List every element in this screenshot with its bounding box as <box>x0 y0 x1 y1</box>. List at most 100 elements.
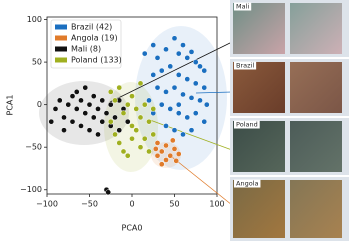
point <box>137 80 144 87</box>
point <box>69 93 76 99</box>
thumbnail-label-bg <box>234 2 252 11</box>
point <box>154 152 161 159</box>
point <box>197 63 203 70</box>
point <box>65 101 72 108</box>
x-axis-label: PCA0 <box>122 224 143 233</box>
point <box>82 110 89 117</box>
legend-swatch <box>55 24 67 30</box>
thumbnail-panel <box>230 0 349 241</box>
point <box>180 42 186 48</box>
point <box>201 84 208 91</box>
point <box>150 131 157 138</box>
point <box>141 101 148 108</box>
point <box>141 50 148 57</box>
point <box>103 110 110 117</box>
x-tick-label: 50 <box>169 200 179 209</box>
point <box>201 118 208 125</box>
point <box>86 127 93 134</box>
x-tick-label: −100 <box>36 200 58 209</box>
point <box>90 93 97 99</box>
point <box>184 54 191 61</box>
thumbnail-label: Poland <box>236 121 258 129</box>
point <box>158 67 165 74</box>
point <box>133 127 140 134</box>
point <box>146 118 152 125</box>
y-tick-label: 100 <box>27 15 42 24</box>
point <box>61 114 67 121</box>
point <box>73 106 80 112</box>
legend-label: Mali (8) <box>71 45 101 54</box>
point <box>124 152 131 159</box>
point <box>146 148 152 155</box>
point <box>171 84 178 91</box>
thumbnail-label-bg <box>234 179 261 188</box>
point <box>167 152 174 159</box>
point <box>78 97 84 104</box>
point <box>141 135 148 142</box>
point <box>192 59 199 65</box>
point <box>158 161 165 168</box>
point <box>90 114 97 121</box>
x-tick-label: 0 <box>129 200 134 209</box>
point <box>78 123 84 129</box>
point <box>116 127 123 134</box>
point <box>158 101 165 108</box>
point <box>163 142 169 149</box>
point <box>137 144 144 151</box>
y-tick-label: 0 <box>37 100 42 109</box>
point <box>203 101 210 108</box>
point <box>133 106 140 112</box>
point <box>154 140 161 146</box>
legend-label: Brazil (42) <box>71 23 112 32</box>
point <box>175 50 182 57</box>
point <box>163 46 169 53</box>
point <box>158 148 165 155</box>
point <box>192 80 199 87</box>
point <box>175 151 182 157</box>
y-tick-label: −100 <box>20 185 42 194</box>
point <box>188 127 195 134</box>
point <box>112 131 118 138</box>
point <box>120 110 127 117</box>
point <box>167 63 174 70</box>
legend-label: Poland (133) <box>71 56 122 65</box>
point <box>188 94 195 101</box>
point <box>82 84 89 91</box>
point <box>95 106 101 112</box>
point <box>171 127 178 134</box>
point <box>112 114 118 121</box>
point <box>150 106 157 112</box>
thumbnail-label: Brazil <box>236 62 254 70</box>
point <box>150 72 157 78</box>
point <box>201 67 208 74</box>
point <box>180 131 186 138</box>
point <box>107 89 114 95</box>
point <box>192 110 199 117</box>
point <box>61 127 67 134</box>
point <box>175 72 182 78</box>
thumbnail-label-bg <box>234 61 257 70</box>
point <box>150 42 157 48</box>
point <box>146 97 152 104</box>
point <box>163 157 169 163</box>
point <box>163 89 169 95</box>
point <box>116 140 123 146</box>
thumbnail-label-bg <box>234 120 260 129</box>
point <box>129 135 135 142</box>
point <box>129 123 135 129</box>
y-tick-label: 50 <box>32 58 42 67</box>
point <box>154 84 161 91</box>
point <box>99 97 106 104</box>
point <box>171 35 178 42</box>
point <box>124 101 131 108</box>
point <box>48 118 55 125</box>
y-axis-label: PCA1 <box>6 95 15 116</box>
point <box>163 123 169 129</box>
point <box>124 118 131 125</box>
point <box>137 114 144 121</box>
x-tick-label: 100 <box>209 200 224 209</box>
point <box>175 110 182 117</box>
x-tick-label: −50 <box>81 200 98 209</box>
point <box>152 146 159 152</box>
